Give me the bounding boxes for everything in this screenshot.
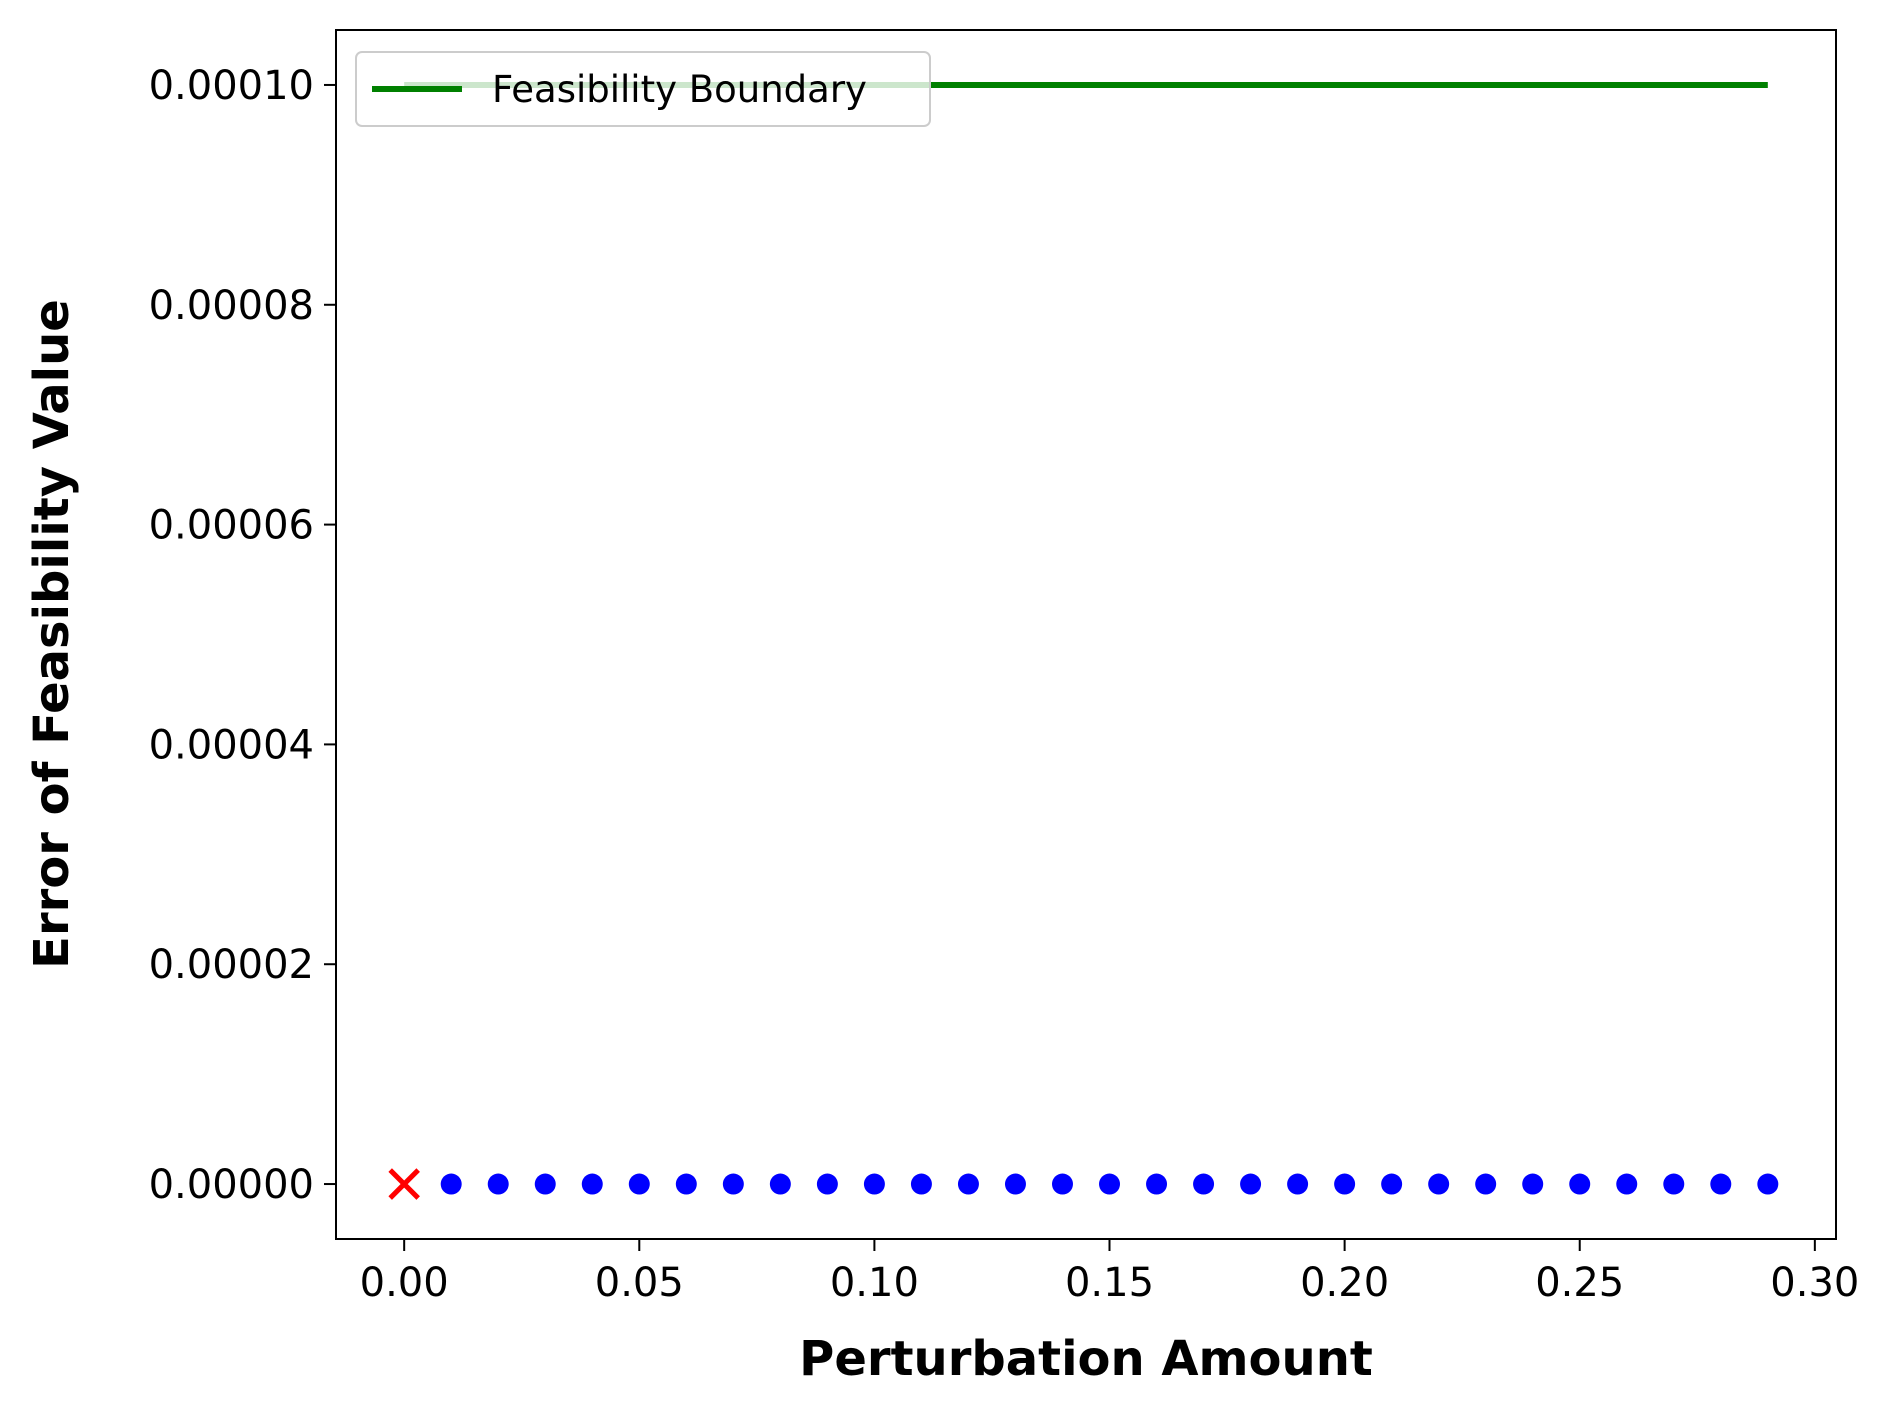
legend: Feasibility Boundary xyxy=(355,51,931,127)
legend-box xyxy=(355,51,931,127)
y-tick-label: 0.00006 xyxy=(149,503,314,549)
scatter-point xyxy=(1051,1173,1073,1195)
x-axis-title: Perturbation Amount xyxy=(799,1331,1373,1387)
scatter-point xyxy=(1710,1173,1732,1195)
y-tick-label: 0.00010 xyxy=(149,63,314,109)
axes: 0.00 0.05 0.10 0.15 0.20 0.25 0.30 0.00000 0.000… xyxy=(149,63,1860,1306)
y-tick-label: 0.00002 xyxy=(149,942,314,988)
scatter-point xyxy=(1004,1173,1026,1195)
scatter-point xyxy=(1381,1173,1403,1195)
y-axis-title: Error of Feasibility Value xyxy=(24,299,80,969)
scatter-point xyxy=(957,1173,979,1195)
scatter-point xyxy=(1287,1173,1309,1195)
legend-label: Feasibility Boundary xyxy=(492,68,867,111)
x-marker-point xyxy=(388,1168,420,1200)
scatter-point xyxy=(910,1173,932,1195)
x-tick-label: 0.30 xyxy=(1770,1260,1859,1306)
scatter-point xyxy=(816,1173,838,1195)
scatter-point xyxy=(1193,1173,1215,1195)
scatter-point xyxy=(1757,1173,1779,1195)
scatter-point xyxy=(863,1173,885,1195)
plot-frame xyxy=(335,29,1837,1240)
scatter-point xyxy=(581,1173,603,1195)
scatter-point xyxy=(628,1173,650,1195)
scatter-point xyxy=(1522,1173,1544,1195)
scatter-point xyxy=(1616,1173,1638,1195)
scatter-point xyxy=(440,1173,462,1195)
scatter-point xyxy=(1334,1173,1356,1195)
scatter-point xyxy=(1475,1173,1497,1195)
y-tick-label: 0.00004 xyxy=(149,722,314,768)
scatter-point xyxy=(534,1173,556,1195)
scatter-point xyxy=(675,1173,697,1195)
x-tick-label: 0.05 xyxy=(595,1260,684,1306)
y-tick-label: 0.00000 xyxy=(149,1162,314,1208)
x-tick-label: 0.00 xyxy=(360,1260,449,1306)
scatter-point xyxy=(1240,1173,1262,1195)
scatter-point xyxy=(487,1173,509,1195)
x-tick-label: 0.25 xyxy=(1535,1260,1624,1306)
x-tick-label: 0.20 xyxy=(1300,1260,1389,1306)
scatter-point xyxy=(1569,1173,1591,1195)
x-tick-label: 0.15 xyxy=(1065,1260,1154,1306)
scatter-point xyxy=(722,1173,744,1195)
scatter-point xyxy=(1663,1173,1685,1195)
y-tick-label: 0.00008 xyxy=(149,283,314,329)
scatter-point xyxy=(1146,1173,1168,1195)
x-tick-label: 0.10 xyxy=(830,1260,919,1306)
scatter-point xyxy=(1099,1173,1121,1195)
scatter-point xyxy=(1428,1173,1450,1195)
scatter-point xyxy=(769,1173,791,1195)
